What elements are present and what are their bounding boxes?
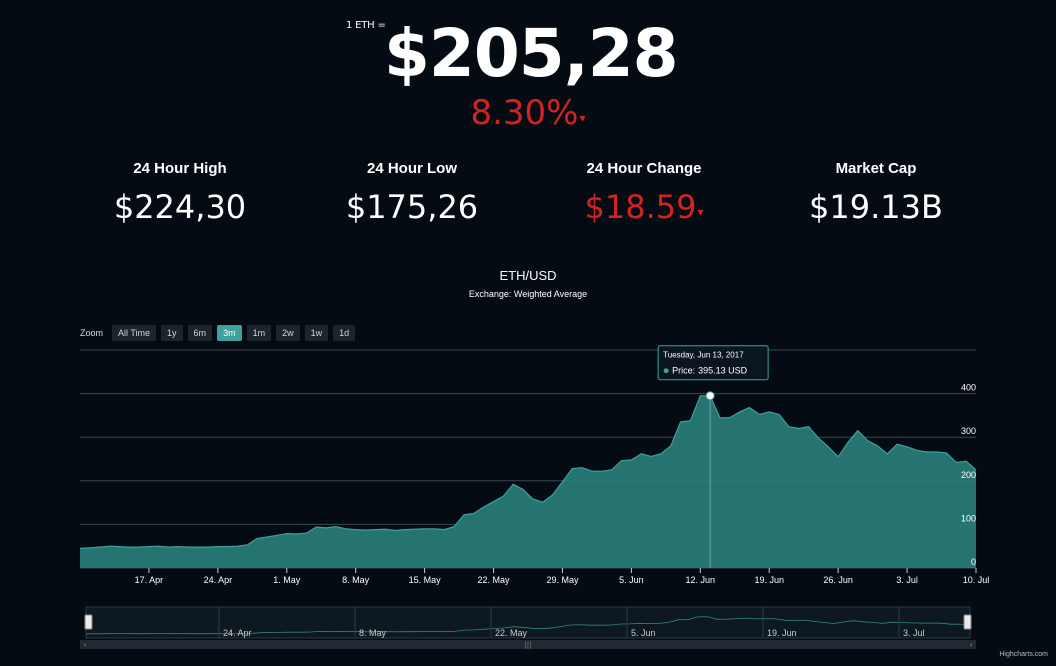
scroll-right-icon[interactable]: ›	[970, 641, 973, 649]
zoom-button-1d[interactable]: 1d	[333, 325, 356, 341]
highcharts-credit[interactable]: Highcharts.com	[999, 651, 1048, 658]
stat-label: Market Cap	[835, 160, 917, 177]
navigator-tick-label: 5. Jun	[631, 628, 656, 638]
tooltip: Tuesday, Jun 13, 2017 Price: 395.13 USD	[657, 345, 769, 381]
stat-label: 24 Hour High	[133, 160, 227, 177]
chart-title: ETH/USD	[499, 268, 557, 283]
stat-label: 24 Hour Change	[586, 160, 702, 177]
hover-point	[705, 391, 715, 401]
zoom-toolbar: Zoom All Time 1y 6m 3m 1m 2w 1w 1d	[80, 324, 356, 342]
navigator-tick-label: 22. May	[495, 628, 528, 638]
zoom-button-all-time[interactable]: All Time	[112, 325, 157, 341]
current-price: $205,28	[384, 15, 679, 92]
tooltip-value-label: Price:	[672, 366, 695, 376]
zoom-button-1y[interactable]: 1y	[161, 325, 183, 341]
change-percent-value: 8.30%	[470, 93, 579, 133]
stat-24h-change: 24 Hour Change $18.59▾	[512, 160, 776, 232]
x-tick-label: 10. Jul	[963, 575, 990, 585]
arrow-down-icon: ▾	[579, 111, 586, 125]
x-tick-label: 29. May	[546, 575, 579, 585]
navigator-handle-left[interactable]	[84, 614, 93, 630]
x-tick-label: 19. Jun	[754, 575, 784, 585]
navigator-tick-label: 3. Jul	[903, 628, 925, 638]
price-change-percent: 8.30%▾	[0, 93, 1056, 138]
navigator-tick-label: 8. May	[359, 628, 387, 638]
zoom-button-6m[interactable]: 6m	[187, 325, 213, 341]
y-tick-label: 100	[961, 513, 976, 523]
arrow-down-icon: ▾	[697, 205, 704, 219]
scroll-left-icon[interactable]: ‹	[84, 641, 87, 649]
zoom-button-3m[interactable]: 3m	[217, 325, 242, 341]
price-line-series	[79, 395, 977, 549]
x-tick-label: 17. Apr	[135, 575, 164, 585]
stat-change-value: $18.59	[584, 188, 697, 226]
x-tick-label: 3. Jul	[896, 575, 918, 585]
x-axis-ticks: 17. Apr 24. Apr 1. May 8. May 15. May 22. May…	[135, 568, 990, 585]
stat-24h-low: 24 Hour Low $175,26	[280, 160, 544, 227]
navigator-tick-label: 19. Jun	[767, 628, 797, 638]
stat-24h-high: 24 Hour High $224,30	[48, 160, 312, 227]
zoom-button-1w[interactable]: 1w	[304, 325, 329, 341]
eth-unit-label: 1 ETH =	[346, 20, 386, 31]
x-tick-label: 1. May	[273, 575, 301, 585]
chart-subtitle: Exchange: Weighted Average	[468, 289, 588, 299]
stat-market-cap: Market Cap $19.13B	[744, 160, 1008, 227]
zoom-button-2w[interactable]: 2w	[276, 325, 300, 341]
navigator-series	[86, 616, 971, 635]
navigator[interactable]: 24. Apr 8. May 22. May 5. Jun 19. Jun 3. Jul …	[80, 606, 976, 649]
tooltip-box	[657, 345, 769, 381]
x-tick-label: 8. May	[342, 575, 370, 585]
x-tick-label: 26. Jun	[823, 575, 853, 585]
stat-label: 24 Hour Low	[366, 160, 457, 177]
x-tick-label: 12. Jun	[686, 575, 716, 585]
navigator-tick-label: 24. Apr	[223, 628, 252, 638]
tooltip-date: Tuesday, Jun 13, 2017	[663, 351, 744, 360]
zoom-label: Zoom	[80, 328, 104, 338]
y-tick-label: 0	[971, 557, 976, 567]
scrollbar[interactable]	[80, 640, 976, 649]
stat-value: $224,30	[113, 188, 247, 226]
price-area-series[interactable]	[80, 395, 976, 568]
stat-value: $18.59▾	[512, 187, 776, 232]
x-tick-label: 22. May	[478, 575, 511, 585]
x-tick-label: 24. Apr	[204, 575, 233, 585]
x-tick-label: 5. Jun	[619, 575, 644, 585]
x-tick-label: 15. May	[409, 575, 442, 585]
tooltip-value: Price: 395.13 USD	[672, 366, 748, 376]
tooltip-value-amount: 395.13 USD	[698, 366, 748, 376]
zoom-button-1m[interactable]: 1m	[246, 325, 272, 341]
y-axis-ticks: 0 100 200 300 400	[961, 383, 976, 567]
navigator-handle-right[interactable]	[963, 614, 972, 630]
navigator-ticks: 24. Apr 8. May 22. May 5. Jun 19. Jun 3. Jul	[218, 607, 925, 638]
stat-value: $175,26	[345, 188, 479, 226]
scrollbar-grip-icon: |||	[524, 641, 531, 649]
y-tick-label: 400	[961, 383, 976, 393]
y-tick-label: 300	[961, 426, 976, 436]
y-tick-label: 200	[961, 470, 976, 480]
tooltip-marker-icon	[663, 368, 669, 374]
stat-value: $19.13B	[809, 188, 943, 226]
